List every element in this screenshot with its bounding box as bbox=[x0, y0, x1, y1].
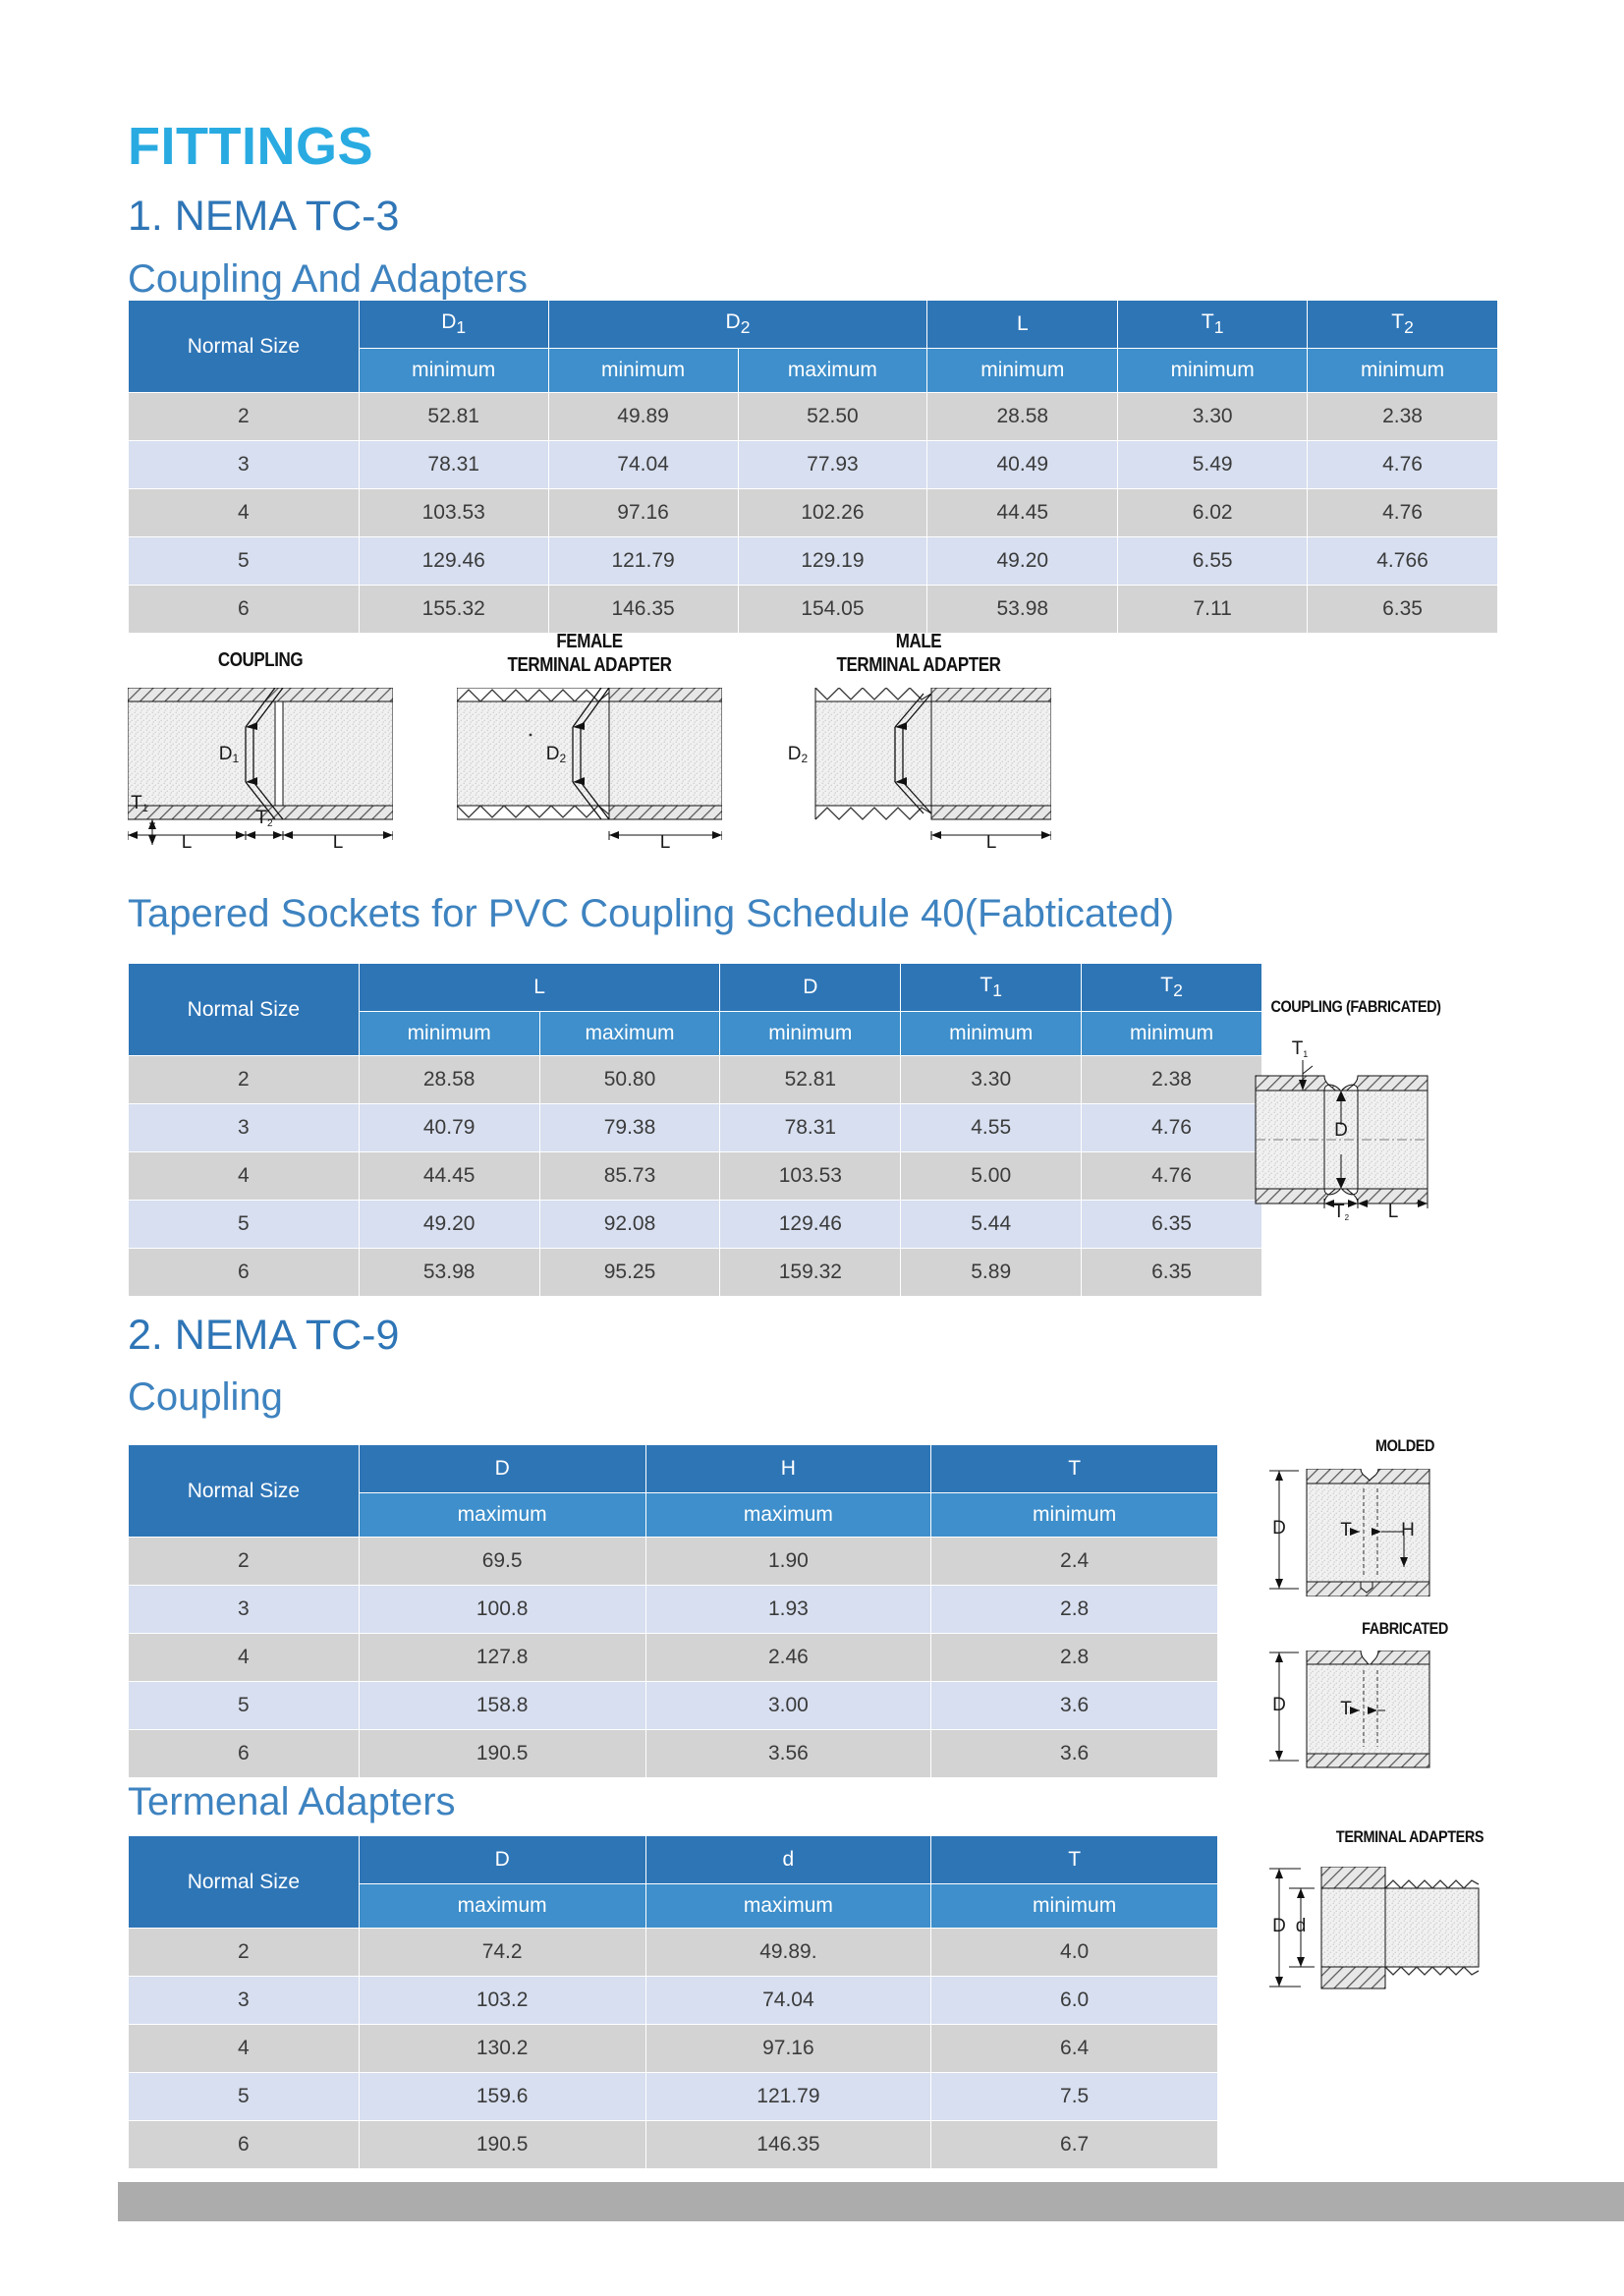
svg-text:d: d bbox=[1296, 1916, 1307, 1936]
svg-text:T: T bbox=[1340, 1699, 1352, 1719]
svg-text:L: L bbox=[1388, 1202, 1399, 1222]
svg-text:T1: T1 bbox=[1292, 1038, 1309, 1059]
svg-text:T2: T2 bbox=[1333, 1202, 1350, 1222]
svg-text:H: H bbox=[1401, 1520, 1415, 1540]
svg-text:L: L bbox=[182, 832, 193, 850]
svg-text:D: D bbox=[1272, 1695, 1286, 1715]
svg-text:L: L bbox=[986, 832, 997, 850]
svg-text:D: D bbox=[1272, 1916, 1286, 1936]
svg-text:T: T bbox=[1340, 1520, 1352, 1540]
svg-text:D2: D2 bbox=[788, 744, 809, 765]
svg-text:L: L bbox=[660, 832, 671, 850]
svg-text:D: D bbox=[1272, 1518, 1286, 1539]
svg-text:L: L bbox=[333, 832, 344, 850]
